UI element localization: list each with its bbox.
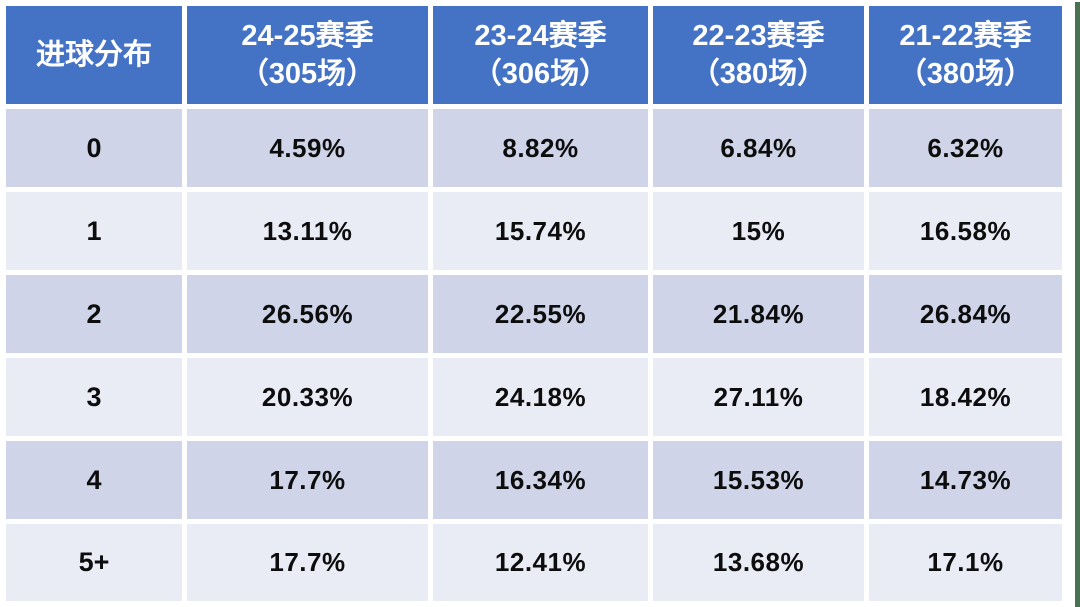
value-1-goal-24-25: 13.11% [187,192,428,270]
value-5plus-goals-24-25: 17.7% [187,524,428,601]
games-count-label: （305场） [239,58,376,90]
value-3-goals-24-25: 20.33% [187,358,428,436]
row-label-1-goal: 1 [6,192,182,270]
value-3-goals-22-23: 27.11% [653,358,864,436]
value-2-goals-23-24: 22.55% [433,275,648,353]
season-label: 21-22赛季 [899,19,1032,52]
value-3-goals-21-22: 18.42% [869,358,1062,436]
value-2-goals-22-23: 21.84% [653,275,864,353]
value-5plus-goals-21-22: 17.1% [869,524,1062,601]
games-count-label: （306场） [472,58,609,90]
value-1-goal-23-24: 15.74% [433,192,648,270]
games-count-label: （380场） [897,58,1034,90]
row-label-4-goals: 4 [6,441,182,519]
value-1-goal-22-23: 15% [653,192,864,270]
value-2-goals-24-25: 26.56% [187,275,428,353]
row-label-3-goals: 3 [6,358,182,436]
corner-header-cell: 进球分布 [6,6,182,104]
value-5plus-goals-22-23: 13.68% [653,524,864,601]
row-label-5plus-goals: 5+ [6,524,182,601]
games-count-label: （380场） [690,58,827,90]
row-label-0-goals: 0 [6,109,182,187]
season-label: 23-24赛季 [474,19,607,52]
season-label: 22-23赛季 [692,19,825,52]
column-header-season-23-24: 23-24赛季 （306场） [433,6,648,104]
season-label: 24-25赛季 [241,19,374,52]
column-header-season-24-25: 24-25赛季 （305场） [187,6,428,104]
value-5plus-goals-23-24: 12.41% [433,524,648,601]
goal-distribution-table: 进球分布 24-25赛季 （305场） 23-24赛季 （306场） 22-23… [6,6,1062,601]
value-1-goal-21-22: 16.58% [869,192,1062,270]
value-2-goals-21-22: 26.84% [869,275,1062,353]
value-0-goals-23-24: 8.82% [433,109,648,187]
value-4-goals-21-22: 14.73% [869,441,1062,519]
value-0-goals-24-25: 4.59% [187,109,428,187]
right-edge-strip [1075,2,1080,607]
value-0-goals-21-22: 6.32% [869,109,1062,187]
row-label-2-goals: 2 [6,275,182,353]
column-header-season-22-23: 22-23赛季 （380场） [653,6,864,104]
value-0-goals-22-23: 6.84% [653,109,864,187]
value-4-goals-22-23: 15.53% [653,441,864,519]
value-3-goals-23-24: 24.18% [433,358,648,436]
column-header-season-21-22: 21-22赛季 （380场） [869,6,1062,104]
value-4-goals-23-24: 16.34% [433,441,648,519]
value-4-goals-24-25: 17.7% [187,441,428,519]
